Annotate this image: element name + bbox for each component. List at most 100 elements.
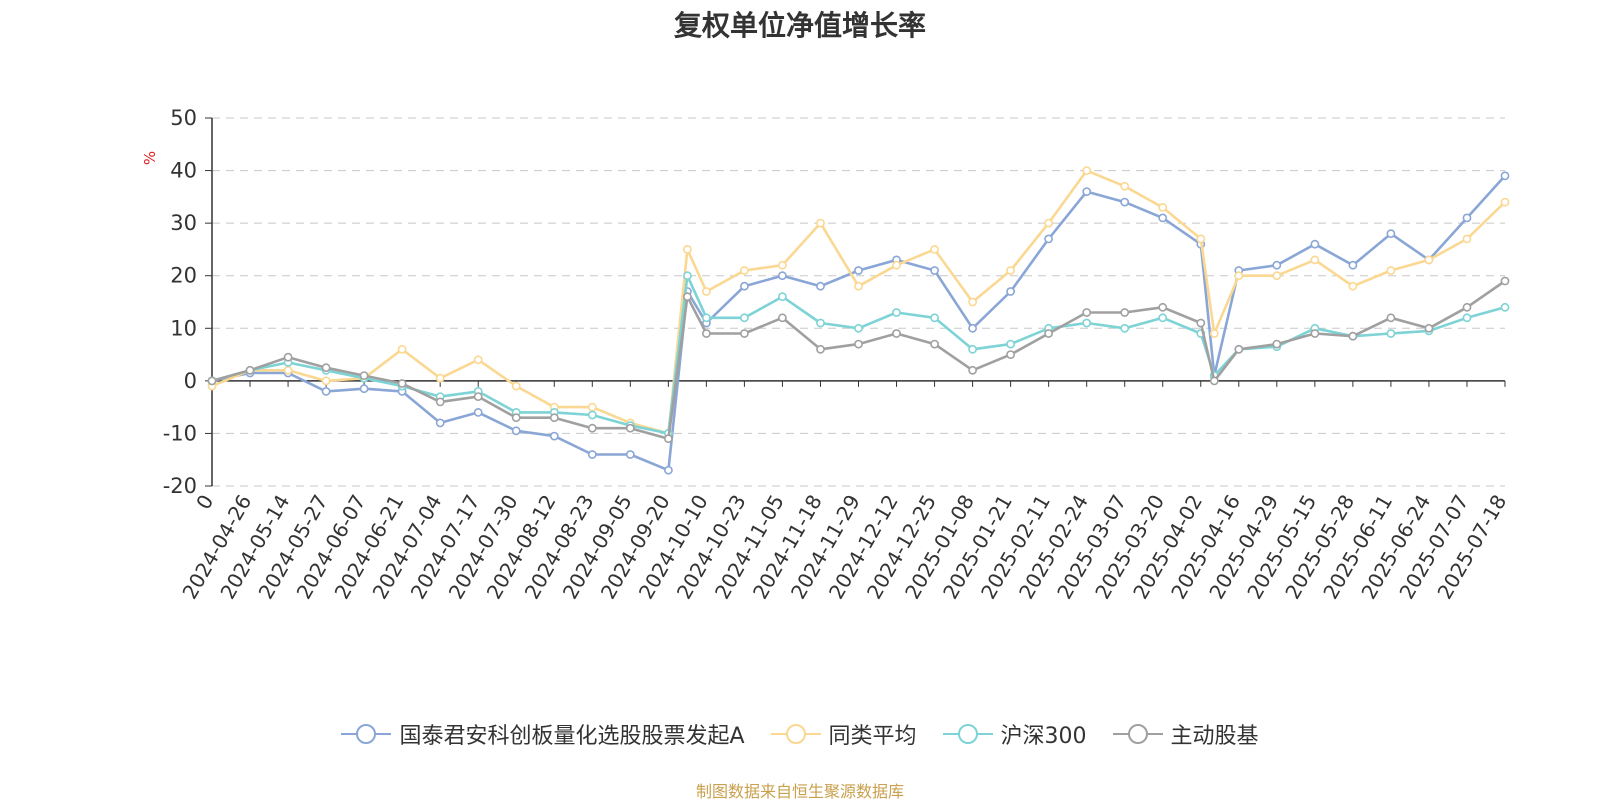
chart-title: 复权单位净值增长率	[673, 9, 926, 42]
data-point	[473, 392, 483, 401]
data-point	[740, 313, 749, 323]
data-point	[1386, 266, 1396, 275]
data-point	[1196, 318, 1206, 328]
data-point	[1386, 229, 1396, 239]
data-point	[740, 266, 749, 275]
data-point	[778, 260, 787, 270]
data-point	[321, 363, 331, 373]
data-point	[702, 313, 711, 323]
data-point	[1196, 234, 1206, 244]
data-point	[778, 292, 787, 302]
data-point	[1120, 181, 1130, 191]
series-layer	[207, 166, 1510, 475]
legend-item-active-equity[interactable]: 主动股基	[1112, 718, 1259, 750]
data-point	[664, 434, 673, 444]
data-point	[683, 244, 692, 254]
data-point	[1462, 234, 1472, 244]
data-point	[1209, 376, 1219, 386]
data-point	[1272, 339, 1282, 349]
data-point	[1272, 260, 1282, 270]
data-point	[930, 339, 939, 349]
legend-item-fund[interactable]: 国泰君安科创板量化选股股票发起A	[341, 718, 745, 750]
series-line-3	[210, 279, 1507, 441]
y-axis-label: %	[141, 151, 159, 165]
legend-swatch-icon	[1112, 724, 1163, 744]
data-point	[892, 308, 901, 317]
data-point	[816, 318, 825, 328]
source-note: 制图数据来自恒生聚源数据库	[695, 782, 904, 801]
y-tick-label: 10	[170, 316, 197, 340]
data-point	[1082, 187, 1092, 196]
data-point	[435, 397, 445, 407]
data-point	[245, 365, 255, 375]
data-point	[740, 329, 749, 338]
data-point	[930, 266, 939, 275]
data-point	[816, 281, 825, 291]
data-point	[511, 381, 521, 391]
data-point	[930, 313, 939, 323]
data-point	[854, 266, 863, 275]
data-point	[1209, 329, 1219, 338]
data-point	[1500, 171, 1510, 181]
data-point	[816, 344, 825, 354]
y-tick-label: 30	[170, 211, 197, 235]
legend-swatch-icon	[942, 724, 993, 744]
data-point	[359, 384, 369, 394]
data-point	[1158, 313, 1168, 323]
data-point	[397, 379, 407, 388]
legend-label: 同类平均	[828, 724, 917, 749]
data-point	[321, 376, 331, 386]
y-tick-label: 50	[170, 106, 197, 130]
data-point	[968, 365, 977, 375]
data-point	[359, 371, 369, 380]
axis-layer: 50403020100-10-20%02024-04-262024-05-142…	[141, 106, 1511, 603]
data-point	[1462, 313, 1472, 323]
data-point	[1500, 302, 1510, 312]
legend-label: 国泰君安科创板量化选股股票发起A	[399, 724, 745, 749]
data-point	[1348, 331, 1358, 341]
data-point	[1006, 339, 1015, 349]
data-point	[283, 365, 293, 375]
series-line-0	[210, 174, 1507, 472]
data-point	[397, 344, 407, 354]
data-point	[1462, 302, 1472, 312]
data-point	[968, 297, 977, 307]
data-point	[968, 323, 977, 333]
data-point	[207, 376, 217, 386]
data-point	[1310, 255, 1320, 265]
data-point	[1082, 308, 1092, 317]
data-point	[1500, 276, 1510, 286]
data-point	[1082, 166, 1092, 175]
data-point	[1462, 213, 1472, 223]
legend-item-peer-average[interactable]: 同类平均	[770, 718, 917, 750]
data-point	[683, 271, 692, 281]
data-point	[816, 218, 825, 228]
y-tick-label: -10	[163, 421, 197, 445]
data-point	[587, 402, 597, 412]
data-point	[625, 450, 635, 459]
y-tick-label: 40	[170, 159, 197, 183]
legend-item-csi300[interactable]: 沪深300	[942, 718, 1087, 750]
data-point	[1500, 197, 1510, 207]
series-line-2	[210, 274, 1507, 435]
data-point	[435, 373, 445, 383]
data-point	[740, 281, 749, 291]
legend-label: 沪深300	[1000, 724, 1087, 749]
data-point	[778, 313, 787, 323]
data-point	[1044, 218, 1053, 228]
y-tick-label: 20	[170, 264, 197, 288]
data-point	[1234, 271, 1244, 281]
data-point	[1006, 266, 1015, 275]
data-point	[587, 423, 597, 433]
data-point	[664, 465, 673, 475]
data-point	[892, 329, 901, 338]
legend: 国泰君安科创板量化选股股票发起A 同类平均 沪深300 主动股基	[0, 718, 1600, 750]
data-point	[854, 323, 863, 333]
data-point	[1272, 271, 1282, 281]
data-point	[854, 339, 863, 349]
data-point	[892, 260, 901, 270]
data-point	[1158, 302, 1168, 312]
data-point	[683, 292, 692, 302]
data-point	[702, 329, 711, 338]
